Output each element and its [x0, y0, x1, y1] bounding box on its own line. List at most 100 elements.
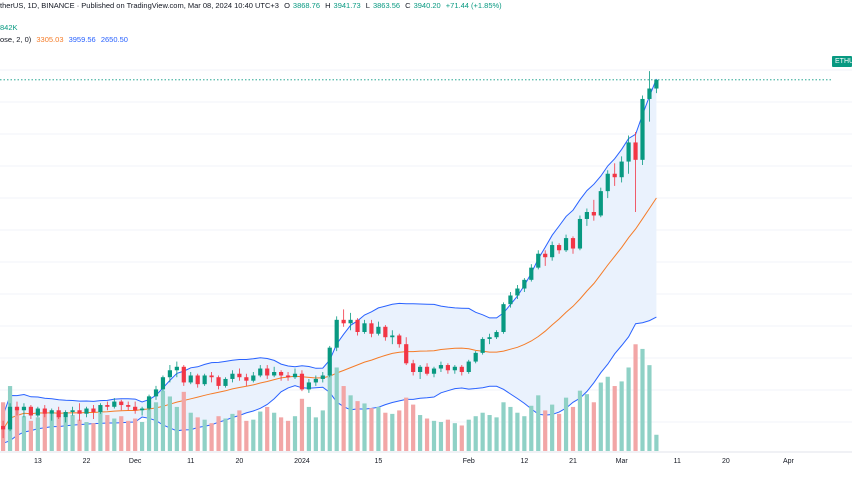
volume-bar — [480, 412, 485, 451]
chart-header-line: therUS, 1D, BINANCE · Published on Tradi… — [0, 1, 505, 11]
candle-body — [543, 253, 548, 258]
volume-bar — [42, 410, 47, 451]
volume-bar — [445, 419, 450, 451]
volume-bar — [63, 417, 68, 451]
x-tick-label: Apr — [783, 458, 795, 465]
volume-bar — [265, 406, 270, 451]
candle-body — [56, 410, 61, 418]
candle-body — [112, 401, 117, 407]
bollinger-basis-value: 3305.03 — [36, 35, 64, 44]
candle-body — [355, 319, 360, 332]
volume-bar — [244, 420, 249, 451]
open-label: O — [284, 1, 290, 10]
volume-bar — [28, 420, 33, 451]
volume-bar — [209, 423, 214, 451]
bollinger-params: ose, 2, 0) — [0, 35, 32, 44]
volume-bar — [508, 406, 513, 451]
candle-body — [251, 375, 256, 381]
x-tick-label: 12 — [520, 458, 528, 465]
volume-bar — [140, 422, 145, 451]
candle-body — [63, 412, 68, 418]
volume-bar — [251, 419, 256, 451]
candle-body — [418, 366, 423, 372]
candle-body — [160, 377, 166, 390]
volume-bar — [133, 418, 138, 451]
volume-bar — [390, 413, 395, 451]
volume-bar — [348, 395, 353, 451]
candle-body — [258, 368, 263, 376]
candle-body — [348, 319, 353, 324]
volume-bar — [584, 394, 589, 451]
candle-body — [598, 191, 603, 216]
volume-bar — [633, 344, 638, 451]
volume-bar — [598, 382, 603, 451]
candle-body — [1, 425, 6, 430]
candle-body — [452, 366, 457, 371]
candle-body — [431, 368, 437, 374]
low-value: 3863.56 — [372, 1, 401, 10]
volume-bar — [167, 396, 172, 451]
candle-body — [397, 335, 402, 345]
volume-bar — [494, 417, 499, 451]
volume-bar — [640, 348, 645, 451]
candle-body — [494, 332, 499, 338]
candle-body — [126, 405, 131, 407]
volume-bar — [362, 403, 367, 451]
volume-bar — [369, 408, 374, 451]
candle-body — [77, 410, 82, 414]
price-axis-badge: ETHUS — [832, 56, 852, 67]
volume-bar — [258, 411, 263, 451]
candle-body — [84, 408, 89, 414]
candle-body — [167, 370, 172, 378]
candle-body — [480, 338, 485, 353]
volume-bar — [487, 415, 492, 451]
volume-bar — [146, 409, 152, 451]
x-tick-label: 13 — [34, 458, 42, 465]
candle-body — [70, 410, 75, 412]
x-tick-label: Feb — [463, 458, 475, 465]
volume-bar — [397, 410, 402, 451]
candle-body — [647, 88, 652, 99]
volume-bar — [327, 374, 332, 451]
candle-body — [362, 323, 367, 332]
candle-body — [522, 279, 527, 289]
candle-body — [105, 405, 110, 407]
volume-bar — [536, 395, 541, 451]
candle-body — [612, 173, 617, 178]
volume-bar — [153, 402, 159, 451]
candle-body — [195, 375, 200, 385]
x-tick-label: 15 — [375, 458, 383, 465]
volume-bar — [98, 411, 103, 451]
volume-bar — [418, 415, 423, 451]
candle-body — [292, 373, 298, 378]
volume-bar — [438, 422, 444, 451]
candle-body — [605, 173, 610, 192]
bollinger-legend[interactable]: ose, 2, 0) 3305.03 3959.56 2650.50 — [0, 35, 131, 45]
x-tick-label: 22 — [83, 458, 91, 465]
volume-bar — [84, 422, 89, 451]
candle-body — [237, 373, 242, 378]
volume-bar — [619, 381, 624, 451]
volume-bar — [570, 406, 576, 451]
candle-body — [327, 347, 332, 376]
candle-body — [35, 408, 40, 416]
candle-body — [306, 382, 311, 390]
volume-bar — [612, 386, 617, 451]
candle-body — [188, 375, 193, 383]
candle-body — [21, 406, 27, 411]
candle-body — [390, 335, 395, 338]
volume-bar — [577, 390, 583, 451]
published-text: therUS, 1D, BINANCE · Published on Tradi… — [0, 1, 279, 10]
candle-body — [438, 365, 444, 369]
volume-bar — [56, 416, 61, 451]
candle-body — [146, 396, 152, 409]
volume-bar — [626, 367, 631, 451]
time-axis[interactable]: 13 22 Dec 11 20 2024 15 Feb 12 21 Mar 11 20 Apr — [34, 458, 795, 465]
x-tick-label: 11 — [674, 458, 681, 465]
volume-bar — [334, 367, 339, 451]
volume-bar — [431, 420, 437, 451]
volume-bar — [292, 416, 298, 451]
candle-body — [557, 245, 562, 251]
